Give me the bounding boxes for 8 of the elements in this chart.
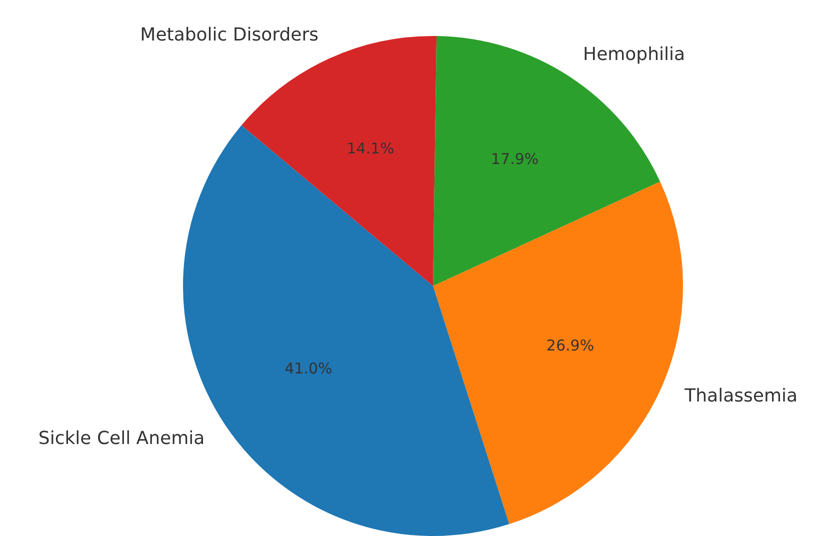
slice-label: Metabolic Disorders bbox=[140, 24, 319, 46]
data-label: 17.9% bbox=[491, 150, 539, 168]
slice-label: Sickle Cell Anemia bbox=[38, 428, 205, 449]
data-label: 26.9% bbox=[546, 336, 594, 354]
slice-label: Hemophilia bbox=[583, 44, 686, 66]
data-label: 14.1% bbox=[346, 140, 394, 158]
slice-label: Thalassemia bbox=[684, 386, 798, 407]
data-label: 41.0% bbox=[284, 359, 332, 378]
